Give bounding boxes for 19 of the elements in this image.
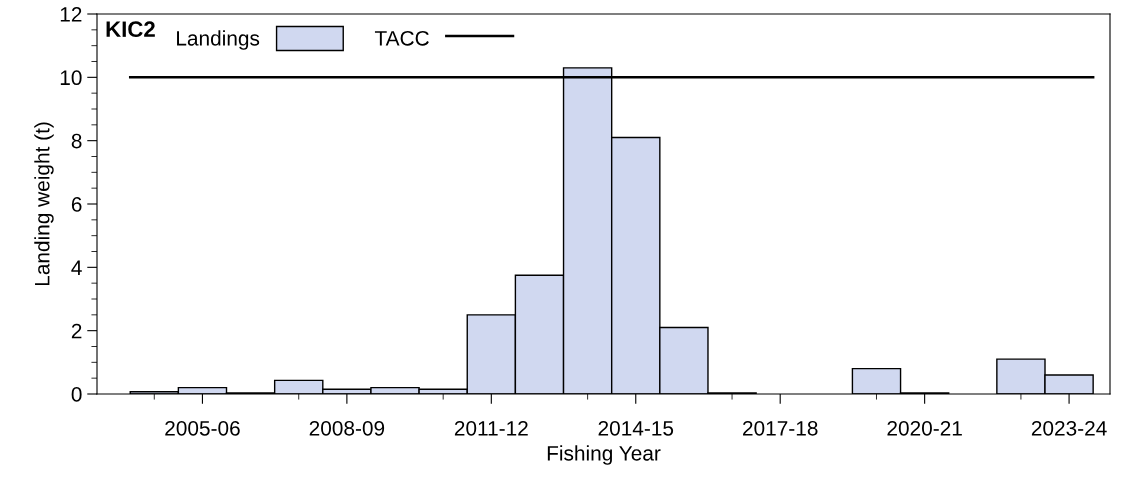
y-axis-title: Landing weight (t) — [34, 122, 54, 286]
x-tick-label: 2008-09 — [309, 420, 385, 436]
x-tick-label: 2014-15 — [598, 420, 674, 436]
x-axis-title: Fishing Year — [547, 445, 661, 465]
x-tick-label: 2017-18 — [743, 420, 818, 436]
y-tick-label: 12 — [60, 7, 82, 22]
y-tick-label: 6 — [71, 197, 82, 212]
x-tick-label: 2011-12 — [454, 420, 528, 436]
y-tick-label: 10 — [60, 70, 82, 86]
y-tick-label: 8 — [71, 133, 82, 149]
x-tick-label: 2023-24 — [1031, 420, 1107, 436]
y-tick-label: 0 — [71, 387, 82, 402]
legend-label: TACC — [374, 30, 429, 46]
x-tick-label: 2020-21 — [887, 420, 962, 436]
x-tick-label: 2005-06 — [165, 420, 240, 436]
y-tick-label: 4 — [71, 260, 82, 275]
legend-title: KIC2 — [106, 21, 155, 38]
y-tick-label: 2 — [71, 323, 82, 339]
legend-label: Landings — [177, 30, 260, 50]
